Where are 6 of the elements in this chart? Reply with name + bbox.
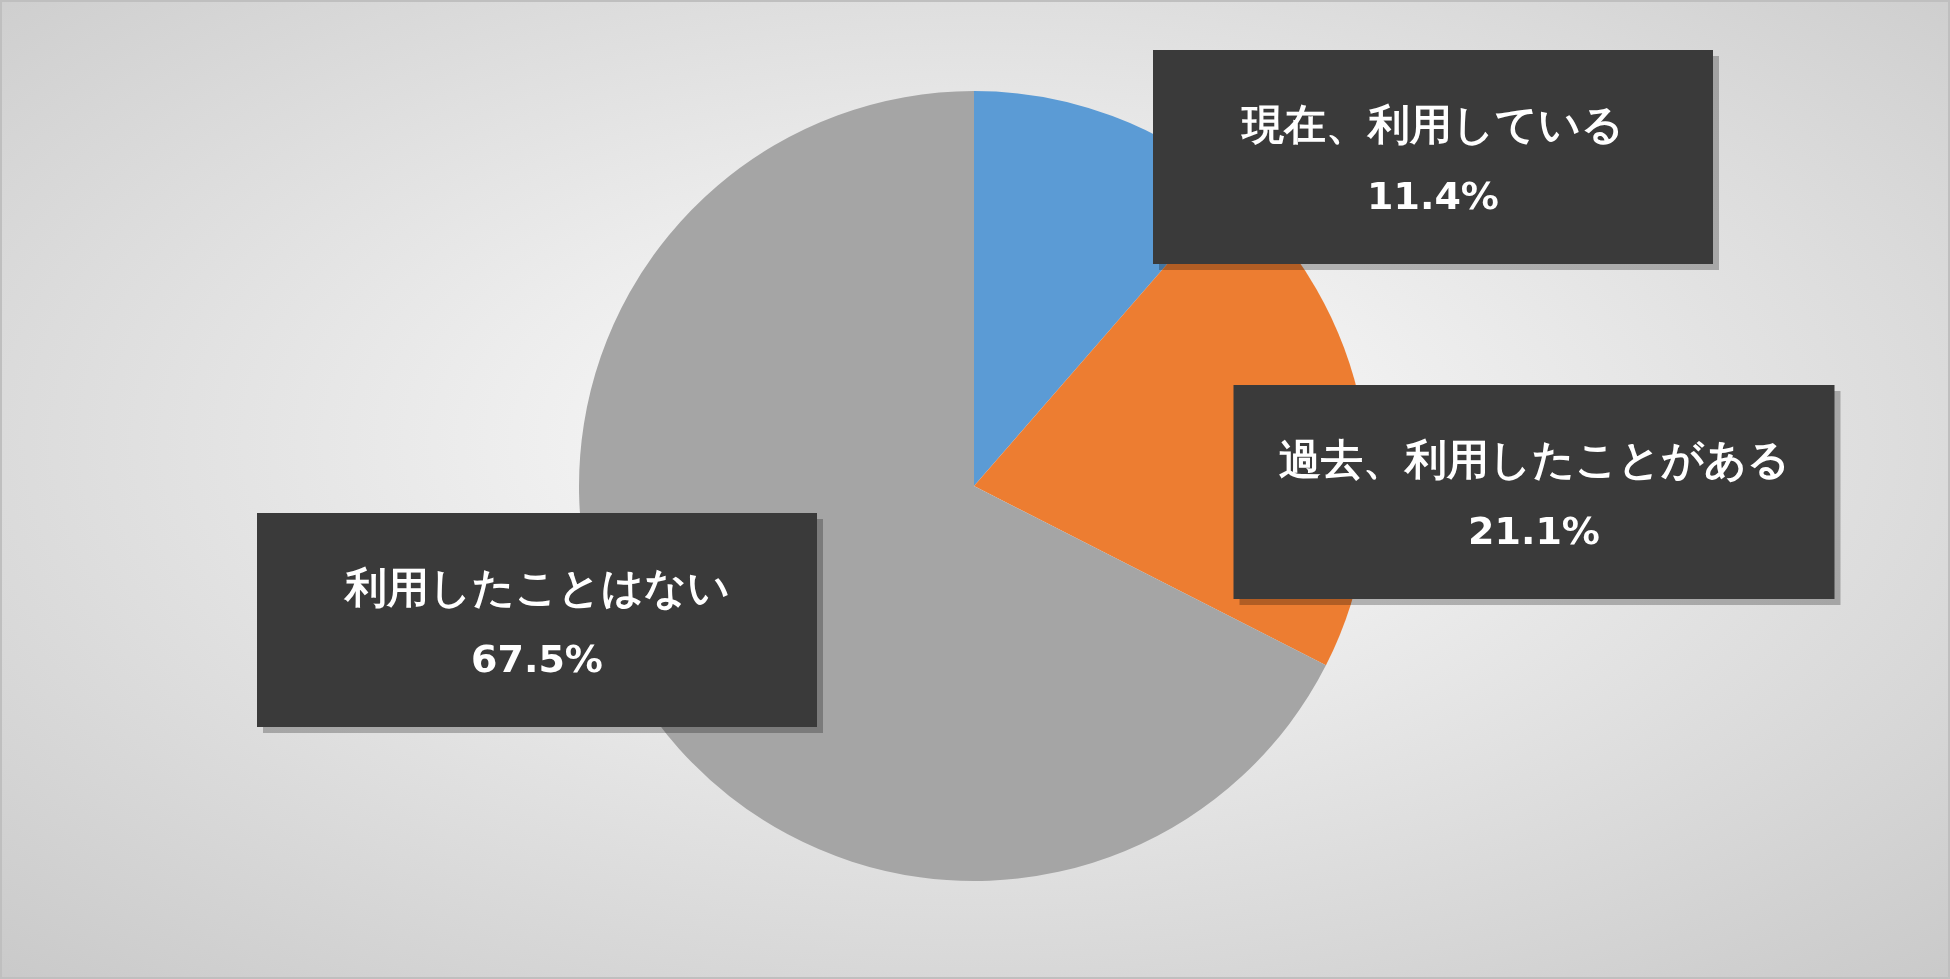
data-label: 67.5% (471, 637, 603, 681)
slice-label: 利用したことはない (342, 563, 730, 612)
data-label: 21.1% (1468, 509, 1600, 553)
slice-label: 現在、利用している (1240, 100, 1624, 149)
data-label: 11.4% (1367, 174, 1499, 218)
slice-label: 過去、利用したことがある (1278, 435, 1790, 484)
